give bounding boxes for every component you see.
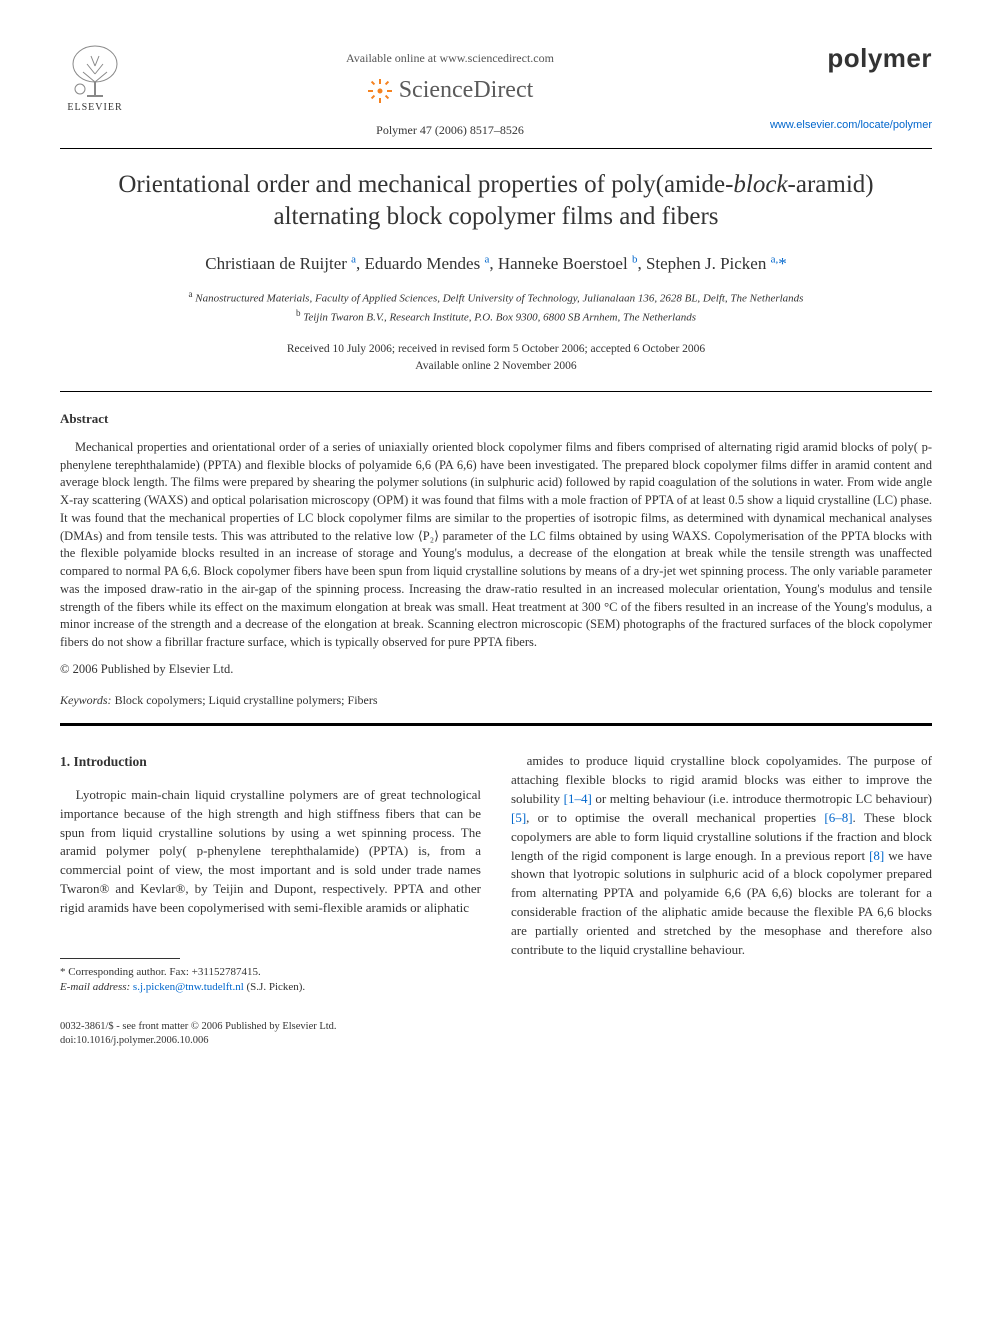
footnote-block: * Corresponding author. Fax: +3115278741… [60,965,481,996]
footnote-rule [60,958,180,959]
intro-heading: 1. Introduction [60,752,481,772]
elsevier-label: ELSEVIER [67,101,122,116]
abstract-copyright: © 2006 Published by Elsevier Ltd. [60,660,932,678]
abstract-heading: Abstract [60,410,932,429]
dates-line1: Received 10 July 2006; received in revis… [60,341,932,358]
footnote-email-link[interactable]: s.j.picken@tnw.tudelft.nl [133,981,244,993]
article-title: Orientational order and mechanical prope… [100,169,892,234]
keywords-text: Block copolymers; Liquid crystalline pol… [112,693,378,707]
footnote-email-post: (S.J. Picken). [244,981,305,993]
title-italic: block [733,171,787,198]
rule-thin-mid [60,391,932,392]
keywords-line: Keywords: Block copolymers; Liquid cryst… [60,692,932,709]
article-dates: Received 10 July 2006; received in revis… [60,341,932,376]
footnote-email-line: E-mail address: s.j.picken@tnw.tudelft.n… [60,980,481,995]
dates-line2: Available online 2 November 2006 [60,358,932,375]
body-columns: 1. Introduction Lyotropic main-chain liq… [60,752,932,995]
column-left: 1. Introduction Lyotropic main-chain liq… [60,752,481,995]
authors-line: Christiaan de Ruijter a, Eduardo Mendes … [60,252,932,277]
affiliation-a: a Nanostructured Materials, Faculty of A… [60,288,932,307]
journal-name: polymer [770,40,932,78]
center-header: Available online at www.sciencedirect.co… [130,40,770,140]
journal-url-link[interactable]: www.elsevier.com/locate/polymer [770,118,932,134]
title-pre: Orientational order and mechanical prope… [118,171,733,198]
footer-line1: 0032-3861/$ - see front matter © 2006 Pu… [60,1020,932,1035]
footnote-email-label: E-mail address: [60,981,133,993]
journal-logo-block: polymer www.elsevier.com/locate/polymer [770,40,932,134]
keywords-label: Keywords: [60,693,112,707]
available-online-text: Available online at www.sciencedirect.co… [130,50,770,67]
affiliation-b-text: Teijin Twaron B.V., Research Institute, … [303,312,696,324]
rule-thick [60,723,932,726]
affiliation-a-text: Nanostructured Materials, Faculty of App… [195,293,803,305]
sciencedirect-text: ScienceDirect [399,73,534,108]
intro-para-left: Lyotropic main-chain liquid crystalline … [60,786,481,918]
intro-para-right: amides to produce liquid crystalline blo… [511,752,932,959]
elsevier-logo: ELSEVIER [60,40,130,120]
affiliation-b: b Teijin Twaron B.V., Research Institute… [60,307,932,326]
footer-meta: 0032-3861/$ - see front matter © 2006 Pu… [60,1020,932,1049]
sciencedirect-logo: ScienceDirect [367,73,534,108]
rule-thin-top [60,148,932,149]
footnote-corresponding: * Corresponding author. Fax: +3115278741… [60,965,481,980]
sciencedirect-burst-icon [367,78,393,104]
journal-reference: Polymer 47 (2006) 8517–8526 [130,122,770,139]
elsevier-tree-icon [65,44,125,99]
column-right: amides to produce liquid crystalline blo… [511,752,932,995]
abstract-body: Mechanical properties and orientational … [60,439,932,652]
footer-line2: doi:10.1016/j.polymer.2006.10.006 [60,1034,932,1049]
page-header: ELSEVIER Available online at www.science… [60,40,932,140]
affiliations: a Nanostructured Materials, Faculty of A… [60,288,932,326]
